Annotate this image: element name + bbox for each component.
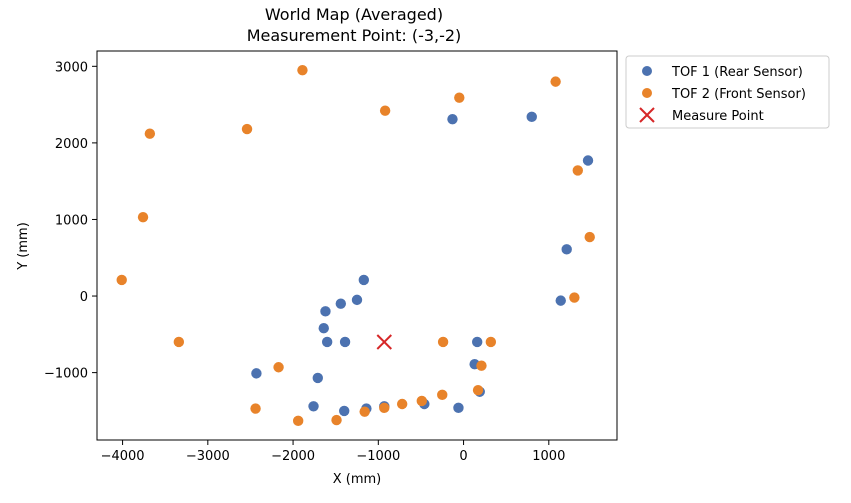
plot-frame	[96, 50, 618, 441]
tof1-point	[320, 306, 331, 317]
tof2-point	[584, 231, 595, 243]
data-points	[116, 64, 595, 427]
tof1-point	[339, 405, 350, 417]
x-axis-label: X (mm)	[333, 472, 382, 487]
legend-marker-tof1	[642, 66, 652, 76]
tof1-point	[471, 336, 483, 348]
y-tick-label: 1000	[55, 213, 88, 228]
tof2-point	[359, 406, 370, 417]
legend: TOF 1 (Rear Sensor) TOF 2 (Front Sensor)…	[625, 55, 830, 129]
tof2-point	[437, 336, 449, 348]
y-tick-label: 2000	[55, 137, 88, 152]
tof1-point	[318, 323, 329, 334]
tof2-point	[292, 415, 304, 427]
tof2-point	[396, 398, 408, 410]
tof2-point	[550, 76, 561, 87]
tof2-point	[331, 414, 342, 426]
tof1-point	[312, 372, 323, 384]
chart-subtitle: Measurement Point: (-3,-2)	[247, 26, 462, 45]
legend-label-measure-point: Measure Point	[672, 109, 764, 124]
tof1-point	[308, 401, 319, 412]
y-axis: −1000 0 1000 2000 3000	[44, 60, 97, 382]
tof2-point	[241, 123, 253, 135]
x-tick-label: −4000	[101, 449, 145, 464]
x-tick-label: −1000	[356, 449, 400, 464]
tof2-point	[173, 336, 185, 348]
y-tick-label: 0	[80, 290, 88, 305]
y-tick-label: −1000	[44, 367, 88, 382]
legend-frame	[625, 55, 830, 129]
tof1-point	[453, 402, 464, 414]
tof2-point	[454, 92, 465, 103]
chart-title: World Map (Averaged)	[265, 5, 443, 24]
measure-point-marker	[376, 334, 392, 350]
tof2-point	[476, 360, 487, 371]
tof1-point	[358, 274, 370, 286]
legend-label-tof2: TOF 2 (Front Sensor)	[671, 87, 806, 102]
x-tick-label: −3000	[186, 449, 230, 464]
tof2-point	[572, 165, 583, 176]
tof2-point	[273, 362, 284, 373]
legend-label-tof1: TOF 1 (Rear Sensor)	[671, 65, 803, 80]
tof2-point	[144, 128, 156, 139]
x-tick-label: 1000	[532, 449, 565, 464]
tof1-point	[335, 298, 347, 309]
tof1-point	[339, 336, 351, 348]
tof2-point	[416, 395, 427, 407]
tof2-point	[250, 403, 261, 414]
tof1-point	[351, 294, 363, 306]
tof2-point	[116, 274, 127, 286]
y-axis-label: Y (mm)	[16, 222, 31, 271]
tof2-point	[569, 292, 580, 303]
tof2-point	[437, 389, 448, 401]
tof1-point	[321, 336, 333, 348]
tof1-point	[561, 244, 572, 255]
plot-area	[96, 50, 618, 441]
legend-marker-tof2	[642, 88, 652, 98]
tof1-point	[582, 155, 594, 166]
tof2-point	[137, 211, 149, 223]
tof2-point	[297, 64, 308, 76]
tof2-point	[472, 385, 484, 396]
tof1-point	[555, 295, 566, 306]
tof2-point	[379, 402, 390, 414]
x-tick-label: −2000	[271, 449, 315, 464]
tof1-point	[251, 368, 262, 379]
x-tick-label: 0	[459, 449, 467, 464]
y-tick-label: 3000	[55, 60, 88, 75]
x-axis: −4000 −3000 −2000 −1000 0 1000	[101, 440, 565, 464]
tof1-point	[447, 113, 458, 125]
legend-marker-measure-point	[639, 107, 655, 123]
tof1-point	[526, 111, 537, 123]
tof2-point	[485, 336, 497, 348]
tof2-point	[379, 105, 391, 116]
